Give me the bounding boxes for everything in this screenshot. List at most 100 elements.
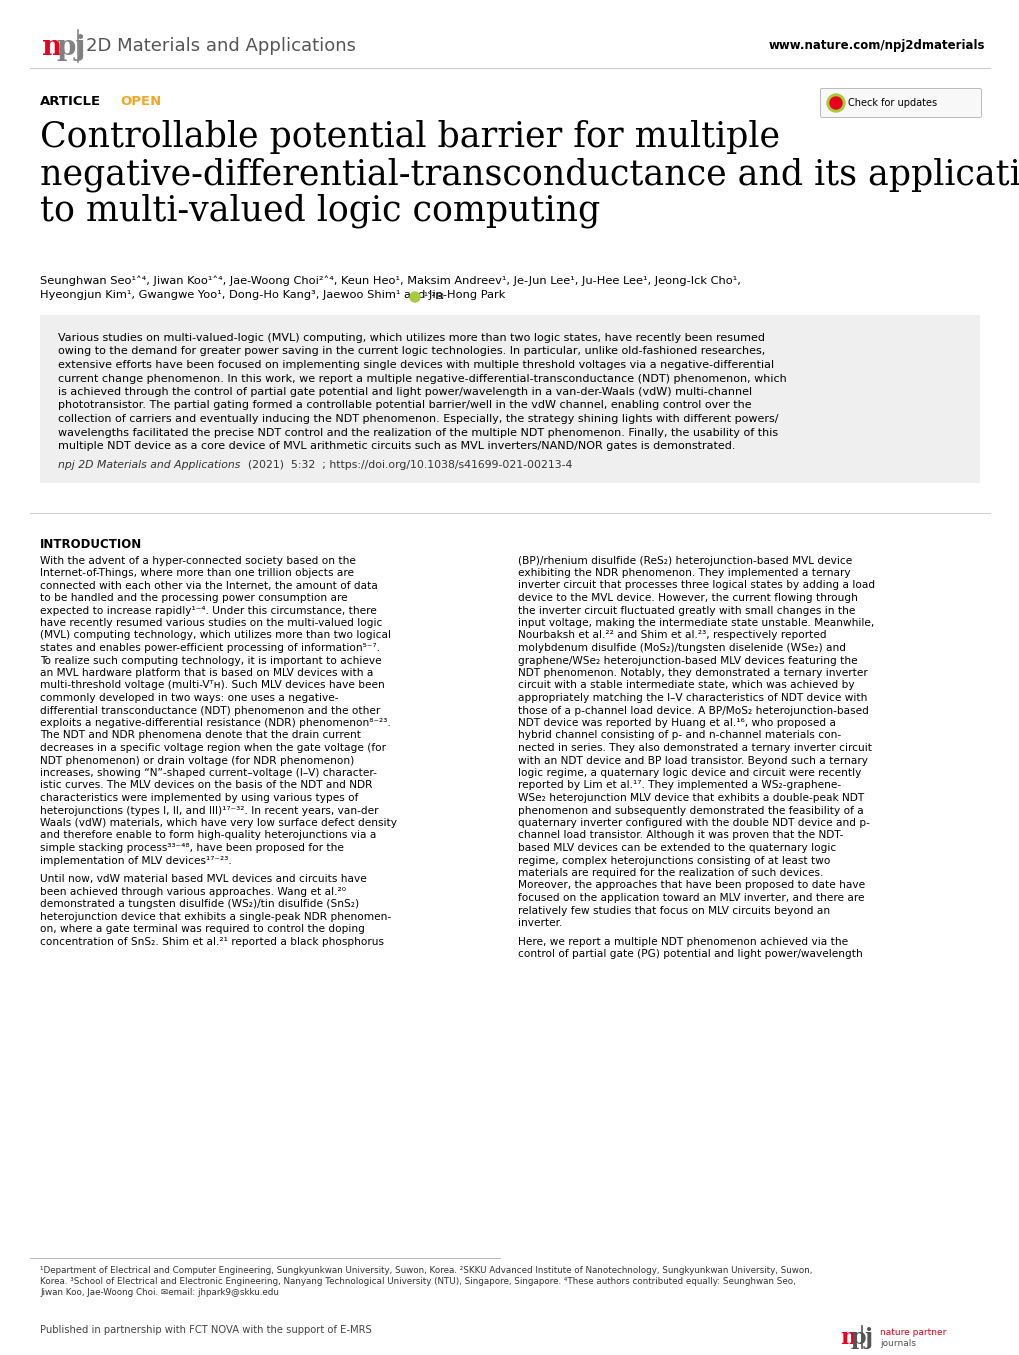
Text: nature partner: nature partner: [879, 1328, 946, 1337]
Text: j: j: [864, 1327, 872, 1350]
Text: negative-differential-transconductance and its application: negative-differential-transconductance a…: [40, 157, 1019, 191]
Text: increases, showing “N”-shaped current–voltage (I–V) character-: increases, showing “N”-shaped current–vo…: [40, 768, 376, 778]
Text: Korea. ³School of Electrical and Electronic Engineering, Nanyang Technological U: Korea. ³School of Electrical and Electro…: [40, 1276, 795, 1286]
Text: graphene/WSe₂ heterojunction-based MLV devices featuring the: graphene/WSe₂ heterojunction-based MLV d…: [518, 656, 857, 665]
Text: input voltage, making the intermediate state unstable. Meanwhile,: input voltage, making the intermediate s…: [518, 618, 873, 627]
Text: Seunghwan Seo¹˄⁴, Jiwan Koo¹˄⁴, Jae-Woong Choi²˄⁴, Keun Heo¹, Maksim Andreev¹, J: Seunghwan Seo¹˄⁴, Jiwan Koo¹˄⁴, Jae-Woon…: [40, 275, 740, 286]
Text: to be handled and the processing power consumption are: to be handled and the processing power c…: [40, 593, 347, 603]
Text: 2D Materials and Applications: 2D Materials and Applications: [86, 37, 356, 56]
Text: been achieved through various approaches. Wang et al.²⁰: been achieved through various approaches…: [40, 886, 345, 897]
Text: p: p: [850, 1327, 866, 1350]
Text: istic curves. The MLV devices on the basis of the NDT and NDR: istic curves. The MLV devices on the bas…: [40, 780, 372, 790]
Text: materials are required for the realization of such devices.: materials are required for the realizati…: [518, 869, 822, 878]
Text: To realize such computing technology, it is important to achieve: To realize such computing technology, it…: [40, 656, 381, 665]
Text: phenomenon and subsequently demonstrated the feasibility of a: phenomenon and subsequently demonstrated…: [518, 805, 863, 816]
Text: states and enables power-efficient processing of information⁵⁻⁷.: states and enables power-efficient proce…: [40, 644, 380, 653]
Text: Waals (vdW) materials, which have very low surface defect density: Waals (vdW) materials, which have very l…: [40, 818, 396, 828]
Text: heterojunctions (types I, II, and III)¹⁷⁻³². In recent years, van-der: heterojunctions (types I, II, and III)¹⁷…: [40, 805, 378, 816]
Circle shape: [826, 93, 844, 112]
Text: inverter circuit that processes three logical states by adding a load: inverter circuit that processes three lo…: [518, 580, 874, 591]
Text: control of partial gate (PG) potential and light power/wavelength: control of partial gate (PG) potential a…: [518, 950, 862, 959]
Text: Published in partnership with FCT NOVA with the support of E-MRS: Published in partnership with FCT NOVA w…: [40, 1325, 371, 1335]
Text: device to the MVL device. However, the current flowing through: device to the MVL device. However, the c…: [518, 593, 857, 603]
Text: ¹Department of Electrical and Computer Engineering, Sungkyunkwan University, Suw: ¹Department of Electrical and Computer E…: [40, 1266, 811, 1275]
Text: simple stacking process³³⁻⁴⁸, have been proposed for the: simple stacking process³³⁻⁴⁸, have been …: [40, 843, 343, 854]
Text: multiple NDT device as a core device of MVL arithmetic circuits such as MVL inve: multiple NDT device as a core device of …: [58, 440, 735, 451]
Text: demonstrated a tungsten disulfide (WS₂)/tin disulfide (SnS₂): demonstrated a tungsten disulfide (WS₂)/…: [40, 900, 359, 909]
Text: multi-threshold voltage (multi-Vᵀʜ). Such MLV devices have been: multi-threshold voltage (multi-Vᵀʜ). Suc…: [40, 680, 384, 691]
Text: commonly developed in two ways: one uses a negative-: commonly developed in two ways: one uses…: [40, 692, 338, 703]
Text: molybdenum disulfide (MoS₂)/tungsten diselenide (WSe₂) and: molybdenum disulfide (MoS₂)/tungsten dis…: [518, 644, 845, 653]
Text: Check for updates: Check for updates: [847, 98, 936, 108]
Text: and therefore enable to form high-quality heterojunctions via a: and therefore enable to form high-qualit…: [40, 831, 376, 840]
Text: Moreover, the approaches that have been proposed to date have: Moreover, the approaches that have been …: [518, 881, 864, 890]
Text: decreases in a specific voltage region when the gate voltage (for: decreases in a specific voltage region w…: [40, 743, 385, 753]
Text: inverter.: inverter.: [518, 917, 561, 928]
Circle shape: [829, 98, 841, 108]
FancyBboxPatch shape: [819, 88, 980, 118]
Text: Here, we report a multiple NDT phenomenon achieved via the: Here, we report a multiple NDT phenomeno…: [518, 936, 847, 947]
Text: Nourbaksh et al.²² and Shim et al.²³, respectively reported: Nourbaksh et al.²² and Shim et al.²³, re…: [518, 630, 825, 641]
Text: pj: pj: [56, 34, 86, 61]
Text: phototransistor. The partial gating formed a controllable potential barrier/well: phototransistor. The partial gating form…: [58, 401, 751, 411]
Text: www.nature.com/npj2dmaterials: www.nature.com/npj2dmaterials: [767, 39, 984, 53]
Text: regime, complex heterojunctions consisting of at least two: regime, complex heterojunctions consisti…: [518, 855, 829, 866]
Text: (BP)/rhenium disulfide (ReS₂) heterojunction-based MVL device: (BP)/rhenium disulfide (ReS₂) heterojunc…: [518, 556, 852, 565]
Text: Internet-of-Things, where more than one trillion objects are: Internet-of-Things, where more than one …: [40, 568, 354, 579]
Text: Controllable potential barrier for multiple: Controllable potential barrier for multi…: [40, 121, 780, 154]
Text: NDT phenomenon) or drain voltage (for NDR phenomenon): NDT phenomenon) or drain voltage (for ND…: [40, 756, 354, 766]
Text: current change phenomenon. In this work, we report a multiple negative-different: current change phenomenon. In this work,…: [58, 374, 786, 383]
Text: heterojunction device that exhibits a single-peak NDR phenomen-: heterojunction device that exhibits a si…: [40, 912, 390, 921]
Text: circuit with a stable intermediate state, which was achieved by: circuit with a stable intermediate state…: [518, 680, 854, 691]
Text: NDT phenomenon. Notably, they demonstrated a ternary inverter: NDT phenomenon. Notably, they demonstrat…: [518, 668, 867, 678]
Text: The NDT and NDR phenomena denote that the drain current: The NDT and NDR phenomena denote that th…: [40, 730, 361, 740]
Text: logic regime, a quaternary logic device and circuit were recently: logic regime, a quaternary logic device …: [518, 768, 860, 778]
Text: nected in series. They also demonstrated a ternary inverter circuit: nected in series. They also demonstrated…: [518, 743, 871, 753]
Text: Hyeongjun Kim¹, Gwangwe Yoo¹, Dong-Ho Kang³, Jaewoo Shim¹ and Jin-Hong Park: Hyeongjun Kim¹, Gwangwe Yoo¹, Dong-Ho Ka…: [40, 290, 504, 299]
Circle shape: [410, 291, 420, 302]
Text: reported by Lim et al.¹⁷. They implemented a WS₂-graphene-: reported by Lim et al.¹⁷. They implement…: [518, 780, 841, 790]
Text: journals: journals: [879, 1339, 915, 1348]
Text: based MLV devices can be extended to the quaternary logic: based MLV devices can be extended to the…: [518, 843, 836, 854]
Text: With the advent of a hyper-connected society based on the: With the advent of a hyper-connected soc…: [40, 556, 356, 565]
Text: differential transconductance (NDT) phenomenon and the other: differential transconductance (NDT) phen…: [40, 706, 380, 715]
Text: concentration of SnS₂. Shim et al.²¹ reported a black phosphorus: concentration of SnS₂. Shim et al.²¹ rep…: [40, 936, 383, 947]
Text: those of a p-channel load device. A BP/MoS₂ heterojunction-based: those of a p-channel load device. A BP/M…: [518, 706, 868, 715]
Text: NDT device was reported by Huang et al.¹⁶, who proposed a: NDT device was reported by Huang et al.¹…: [518, 718, 836, 728]
Text: implementation of MLV devices¹⁷⁻²³.: implementation of MLV devices¹⁷⁻²³.: [40, 855, 231, 866]
Text: an MVL hardware platform that is based on MLV devices with a: an MVL hardware platform that is based o…: [40, 668, 373, 678]
Text: npj 2D Materials and Applications: npj 2D Materials and Applications: [58, 461, 240, 470]
Text: on, where a gate terminal was required to control the doping: on, where a gate terminal was required t…: [40, 924, 365, 934]
Text: appropriately matching the I–V characteristics of NDT device with: appropriately matching the I–V character…: [518, 692, 866, 703]
Text: connected with each other via the Internet, the amount of data: connected with each other via the Intern…: [40, 580, 377, 591]
Text: (MVL) computing technology, which utilizes more than two logical: (MVL) computing technology, which utiliz…: [40, 630, 390, 641]
Text: wavelengths facilitated the precise NDT control and the realization of the multi: wavelengths facilitated the precise NDT …: [58, 427, 777, 438]
Text: Various studies on multi-valued-logic (MVL) computing, which utilizes more than : Various studies on multi-valued-logic (M…: [58, 333, 764, 343]
Text: ¹˂²✉: ¹˂²✉: [423, 291, 443, 302]
Text: channel load transistor. Although it was proven that the NDT-: channel load transistor. Although it was…: [518, 831, 843, 840]
Text: expected to increase rapidly¹⁻⁴. Under this circumstance, there: expected to increase rapidly¹⁻⁴. Under t…: [40, 606, 376, 615]
Text: ARTICLE: ARTICLE: [40, 95, 101, 108]
Text: Jiwan Koo, Jae-Woong Choi. ✉email: jhpark9@skku.edu: Jiwan Koo, Jae-Woong Choi. ✉email: jhpar…: [40, 1289, 278, 1297]
Text: exploits a negative-differential resistance (NDR) phenomenon⁸⁻²³.: exploits a negative-differential resista…: [40, 718, 390, 728]
Text: extensive efforts have been focused on implementing single devices with multiple: extensive efforts have been focused on i…: [58, 360, 773, 370]
Text: focused on the application toward an MLV inverter, and there are: focused on the application toward an MLV…: [518, 893, 864, 902]
Text: n: n: [42, 34, 62, 61]
Text: (2021)  5:32  ; https://doi.org/10.1038/s41699-021-00213-4: (2021) 5:32 ; https://doi.org/10.1038/s4…: [248, 461, 572, 470]
Text: characteristics were implemented by using various types of: characteristics were implemented by usin…: [40, 793, 358, 804]
Text: hybrid channel consisting of p- and n-channel materials con-: hybrid channel consisting of p- and n-ch…: [518, 730, 841, 740]
Text: quaternary inverter configured with the double NDT device and p-: quaternary inverter configured with the …: [518, 818, 869, 828]
Text: is achieved through the control of partial gate potential and light power/wavele: is achieved through the control of parti…: [58, 388, 751, 397]
Text: n: n: [840, 1327, 855, 1350]
Text: INTRODUCTION: INTRODUCTION: [40, 538, 142, 550]
Text: owing to the demand for greater power saving in the current logic technologies. : owing to the demand for greater power sa…: [58, 347, 764, 356]
Text: exhibiting the NDR phenomenon. They implemented a ternary: exhibiting the NDR phenomenon. They impl…: [518, 568, 850, 579]
Text: to multi-valued logic computing: to multi-valued logic computing: [40, 194, 599, 229]
Text: OPEN: OPEN: [120, 95, 161, 108]
Text: have recently resumed various studies on the multi-valued logic: have recently resumed various studies on…: [40, 618, 382, 627]
Text: collection of carriers and eventually inducing the NDT phenomenon. Especially, t: collection of carriers and eventually in…: [58, 415, 777, 424]
Text: with an NDT device and BP load transistor. Beyond such a ternary: with an NDT device and BP load transisto…: [518, 756, 867, 766]
Text: relatively few studies that focus on MLV circuits beyond an: relatively few studies that focus on MLV…: [518, 905, 829, 916]
Text: Until now, vdW material based MVL devices and circuits have: Until now, vdW material based MVL device…: [40, 874, 367, 885]
Text: WSe₂ heterojunction MLV device that exhibits a double-peak NDT: WSe₂ heterojunction MLV device that exhi…: [518, 793, 863, 804]
